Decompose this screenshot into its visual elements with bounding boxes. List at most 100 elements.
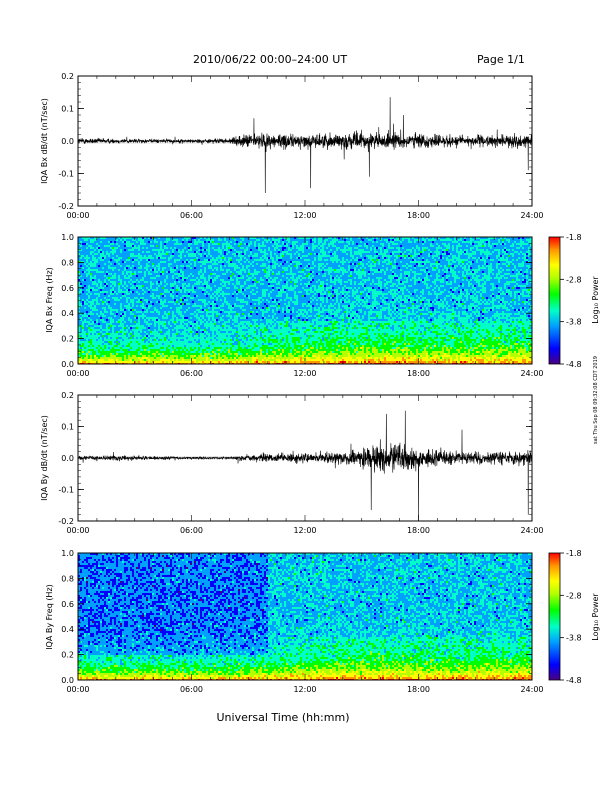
heatmap-cell: [114, 315, 116, 317]
heatmap-cell: [182, 285, 184, 287]
heatmap-cell: [130, 247, 132, 249]
heatmap-cell: [160, 339, 162, 341]
heatmap-cell: [140, 339, 142, 341]
heatmap-cell: [224, 347, 226, 349]
heatmap-cell: [186, 325, 188, 327]
heatmap-cell: [84, 345, 86, 347]
heatmap-cell: [178, 239, 180, 241]
heatmap-cell: [120, 321, 122, 323]
heatmap-cell: [170, 257, 172, 259]
heatmap-cell: [112, 295, 114, 297]
heatmap-cell: [196, 325, 198, 327]
heatmap-cell: [102, 287, 104, 289]
heatmap-cell: [206, 359, 208, 361]
heatmap-cell: [140, 319, 142, 321]
heatmap-cell: [82, 281, 84, 283]
heatmap-cell: [200, 339, 202, 341]
heatmap-cell: [106, 301, 108, 303]
heatmap-cell: [154, 321, 156, 323]
heatmap-cell: [212, 239, 214, 241]
heatmap-cell: [212, 343, 214, 345]
heatmap-cell: [192, 349, 194, 351]
heatmap-cell: [224, 319, 226, 321]
heatmap-cell: [208, 279, 210, 281]
heatmap-cell: [156, 241, 158, 243]
heatmap-cell: [190, 293, 192, 295]
heatmap-cell: [94, 241, 96, 243]
heatmap-cell: [126, 245, 128, 247]
heatmap-cell: [116, 359, 118, 361]
heatmap-cell: [82, 279, 84, 281]
heatmap-cell: [152, 285, 154, 287]
heatmap-cell: [150, 309, 152, 311]
heatmap-cell: [82, 271, 84, 273]
heatmap-cell: [144, 281, 146, 283]
heatmap-cell: [128, 357, 130, 359]
heatmap-cell: [184, 317, 186, 319]
heatmap-cell: [146, 323, 148, 325]
heatmap-cell: [92, 323, 94, 325]
heatmap-cell: [200, 305, 202, 307]
heatmap-cell: [80, 277, 82, 279]
heatmap-cell: [140, 251, 142, 253]
heatmap-cell: [116, 249, 118, 251]
heatmap-cell: [218, 327, 220, 329]
heatmap-cell: [96, 347, 98, 349]
heatmap-cell: [158, 319, 160, 321]
heatmap-cell: [214, 273, 216, 275]
heatmap-cell: [80, 301, 82, 303]
heatmap-cell: [202, 353, 204, 355]
heatmap-cell: [204, 263, 206, 265]
heatmap-cell: [100, 355, 102, 357]
heatmap-cell: [158, 357, 160, 359]
heatmap-cell: [216, 331, 218, 333]
heatmap-cell: [138, 353, 140, 355]
heatmap-cell: [224, 263, 226, 265]
heatmap-cell: [144, 271, 146, 273]
heatmap-cell: [124, 339, 126, 341]
heatmap-cell: [160, 337, 162, 339]
heatmap-cell: [194, 245, 196, 247]
heatmap-cell: [140, 361, 142, 363]
heatmap-cell: [98, 285, 100, 287]
heatmap-cell: [138, 309, 140, 311]
heatmap-cell: [224, 299, 226, 301]
heatmap-cell: [90, 323, 92, 325]
heatmap-cell: [156, 285, 158, 287]
heatmap-cell: [90, 313, 92, 315]
heatmap-cell: [104, 291, 106, 293]
heatmap-cell: [168, 303, 170, 305]
heatmap-cell: [172, 263, 174, 265]
heatmap-cell: [220, 251, 222, 253]
heatmap-cell: [94, 279, 96, 281]
heatmap-cell: [212, 301, 214, 303]
heatmap-cell: [188, 329, 190, 331]
heatmap-cell: [196, 279, 198, 281]
heatmap-cell: [100, 247, 102, 249]
heatmap-cell: [116, 331, 118, 333]
heatmap-cell: [228, 341, 230, 343]
heatmap-cell: [190, 289, 192, 291]
heatmap-cell: [220, 331, 222, 333]
heatmap-cell: [140, 253, 142, 255]
heatmap-cell: [214, 241, 216, 243]
heatmap-cell: [208, 359, 210, 361]
heatmap-cell: [96, 251, 98, 253]
heatmap-cell: [144, 353, 146, 355]
heatmap-cell: [172, 307, 174, 309]
heatmap-cell: [228, 327, 230, 329]
heatmap-cell: [214, 297, 216, 299]
heatmap-cell: [210, 341, 212, 343]
heatmap-cell: [204, 239, 206, 241]
heatmap-cell: [190, 347, 192, 349]
heatmap-cell: [110, 325, 112, 327]
heatmap-cell: [216, 269, 218, 271]
heatmap-cell: [168, 315, 170, 317]
heatmap-cell: [122, 349, 124, 351]
heatmap-cell: [216, 327, 218, 329]
heatmap-cell: [124, 309, 126, 311]
heatmap-cell: [208, 299, 210, 301]
heatmap-cell: [82, 277, 84, 279]
heatmap-cell: [208, 347, 210, 349]
heatmap-cell: [164, 315, 166, 317]
